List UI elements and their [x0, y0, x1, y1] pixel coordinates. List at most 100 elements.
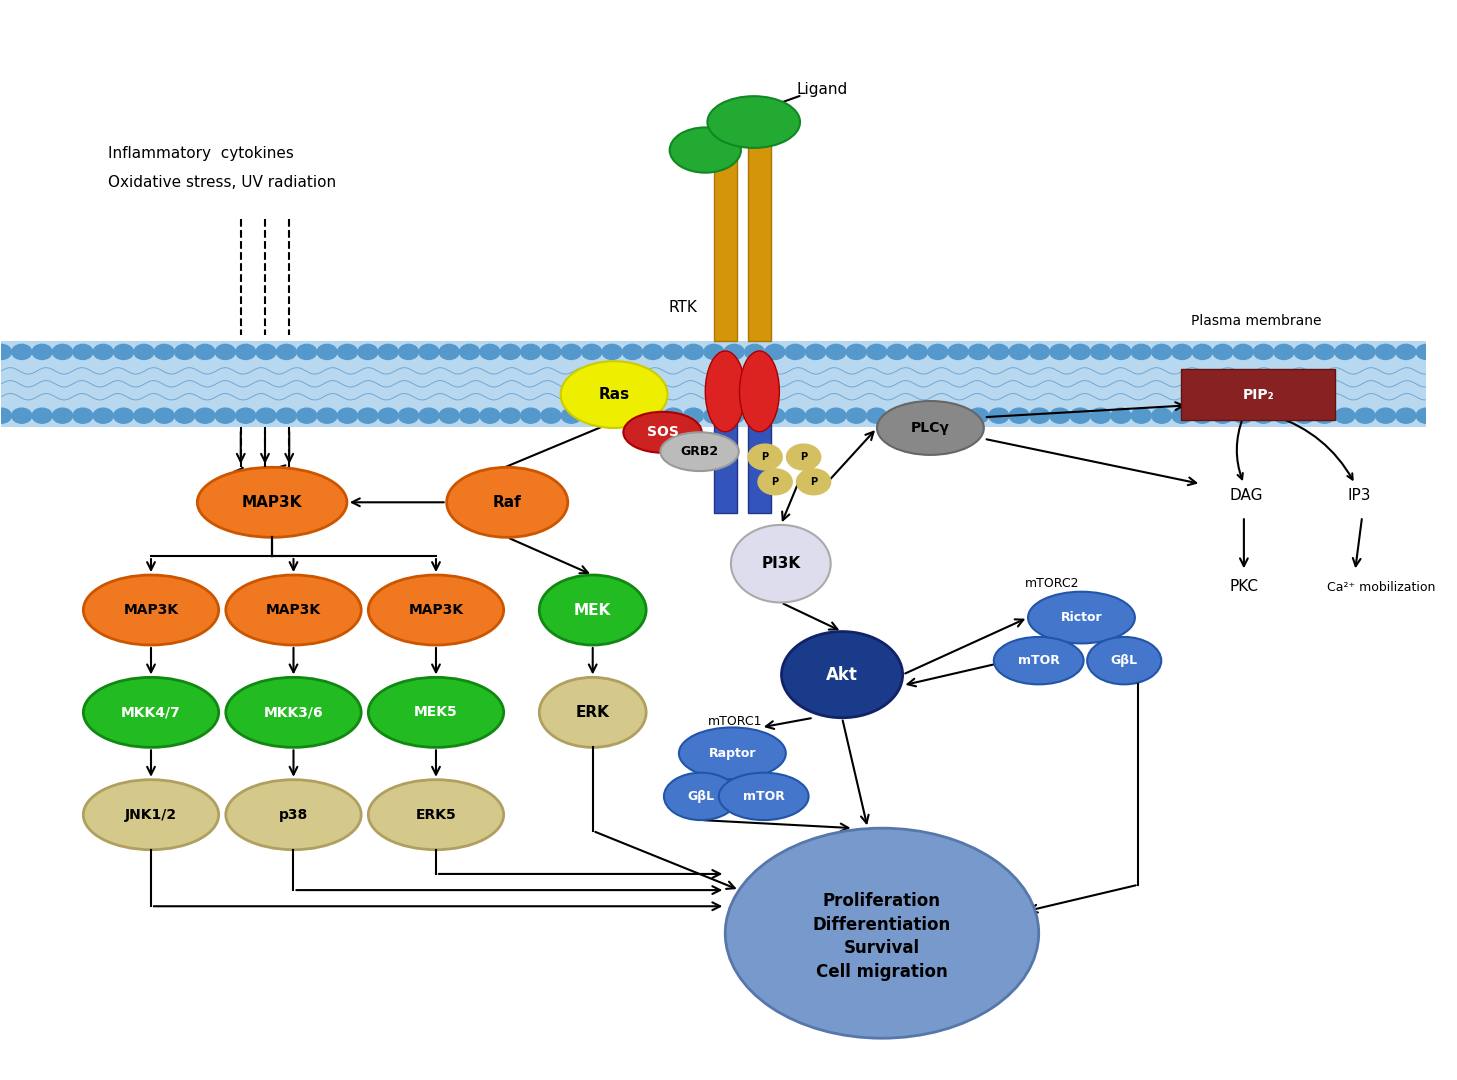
Circle shape [114, 345, 134, 360]
Circle shape [134, 345, 154, 360]
FancyBboxPatch shape [747, 109, 771, 340]
Ellipse shape [226, 677, 361, 747]
Circle shape [541, 345, 561, 360]
Circle shape [338, 345, 357, 360]
Circle shape [236, 408, 255, 423]
Circle shape [1050, 408, 1069, 423]
Ellipse shape [197, 468, 347, 538]
Circle shape [459, 408, 479, 423]
FancyBboxPatch shape [1, 340, 1426, 427]
Circle shape [747, 444, 782, 470]
Text: ERK: ERK [576, 705, 609, 720]
Circle shape [1375, 408, 1396, 423]
Circle shape [479, 408, 500, 423]
Ellipse shape [708, 96, 800, 148]
Circle shape [969, 408, 988, 423]
Circle shape [297, 408, 316, 423]
Circle shape [1071, 408, 1090, 423]
Text: PI3K: PI3K [761, 556, 800, 571]
Text: MKK3/6: MKK3/6 [264, 705, 323, 719]
Ellipse shape [447, 468, 568, 538]
Circle shape [1253, 408, 1273, 423]
Circle shape [418, 345, 439, 360]
Circle shape [969, 345, 988, 360]
Circle shape [520, 408, 541, 423]
Text: P: P [810, 477, 817, 487]
Circle shape [1273, 408, 1294, 423]
Circle shape [1091, 408, 1110, 423]
Text: MAP3K: MAP3K [267, 603, 321, 617]
Circle shape [277, 345, 296, 360]
Circle shape [1233, 408, 1253, 423]
Circle shape [1396, 408, 1416, 423]
Text: Plasma membrane: Plasma membrane [1192, 313, 1321, 327]
Circle shape [724, 345, 745, 360]
Circle shape [12, 408, 32, 423]
Ellipse shape [1087, 637, 1161, 685]
Text: mTOR: mTOR [743, 789, 785, 802]
Circle shape [256, 345, 275, 360]
Circle shape [797, 469, 830, 495]
Ellipse shape [664, 772, 739, 820]
Text: GβL: GβL [688, 789, 714, 802]
Circle shape [439, 345, 459, 360]
Circle shape [989, 345, 1008, 360]
Ellipse shape [679, 728, 785, 779]
FancyBboxPatch shape [1182, 368, 1335, 420]
Circle shape [561, 408, 581, 423]
Circle shape [1314, 345, 1335, 360]
Ellipse shape [781, 632, 903, 718]
Text: Rictor: Rictor [1061, 611, 1103, 624]
Ellipse shape [561, 361, 667, 428]
Circle shape [847, 408, 867, 423]
Text: Raptor: Raptor [708, 746, 756, 760]
Text: MAP3K: MAP3K [124, 603, 179, 617]
Circle shape [1294, 408, 1314, 423]
Text: PLCγ: PLCγ [911, 421, 950, 435]
Circle shape [439, 408, 459, 423]
Circle shape [318, 345, 337, 360]
Text: Inflammatory  cytokines: Inflammatory cytokines [108, 146, 294, 161]
Circle shape [1151, 408, 1171, 423]
Circle shape [989, 408, 1008, 423]
Circle shape [1396, 345, 1416, 360]
Circle shape [500, 345, 520, 360]
Circle shape [683, 345, 704, 360]
Ellipse shape [226, 575, 361, 645]
Circle shape [358, 408, 377, 423]
Circle shape [928, 408, 947, 423]
Ellipse shape [226, 780, 361, 850]
Circle shape [216, 408, 235, 423]
Circle shape [887, 345, 908, 360]
Circle shape [379, 345, 398, 360]
Text: Ca²⁺ mobilization: Ca²⁺ mobilization [1326, 581, 1435, 594]
Ellipse shape [539, 575, 645, 645]
Circle shape [1355, 345, 1375, 360]
Circle shape [1416, 408, 1437, 423]
Circle shape [787, 444, 820, 470]
Circle shape [765, 408, 785, 423]
FancyBboxPatch shape [714, 421, 737, 513]
Circle shape [602, 408, 622, 423]
Circle shape [73, 345, 93, 360]
Circle shape [867, 345, 887, 360]
Circle shape [581, 345, 602, 360]
Circle shape [1071, 345, 1090, 360]
Circle shape [745, 408, 765, 423]
Circle shape [1131, 408, 1151, 423]
Ellipse shape [994, 637, 1084, 685]
Circle shape [32, 408, 52, 423]
Circle shape [12, 345, 32, 360]
Circle shape [114, 408, 134, 423]
Circle shape [622, 345, 643, 360]
Circle shape [338, 408, 357, 423]
Circle shape [399, 408, 418, 423]
Circle shape [1131, 345, 1151, 360]
Circle shape [724, 408, 745, 423]
Circle shape [277, 408, 296, 423]
Circle shape [867, 408, 887, 423]
Circle shape [52, 408, 73, 423]
Circle shape [1314, 408, 1335, 423]
Circle shape [1416, 345, 1437, 360]
Circle shape [418, 408, 439, 423]
